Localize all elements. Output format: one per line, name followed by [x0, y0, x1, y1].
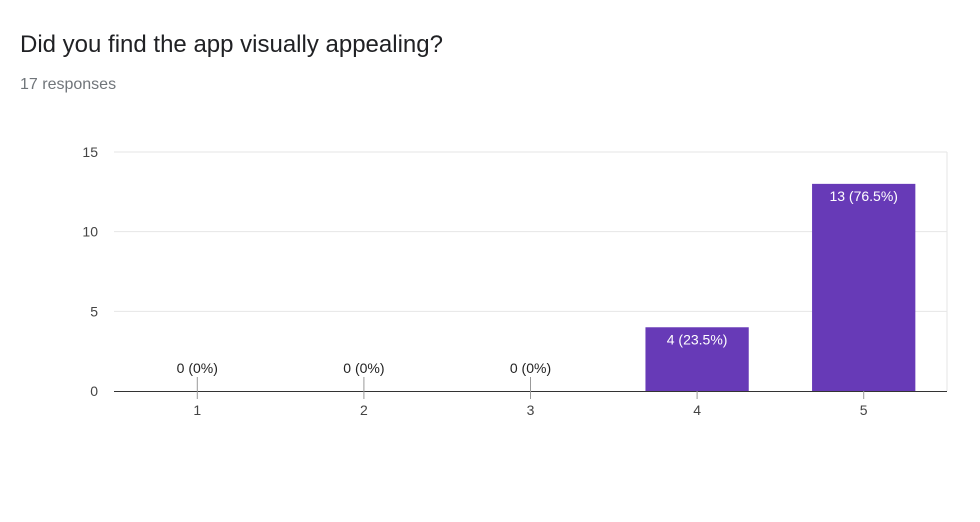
gridlines [114, 151, 948, 391]
bars [196, 183, 916, 391]
x-tick-label: 2 [360, 402, 368, 418]
x-tick-label: 1 [193, 402, 201, 418]
data-labels: 0 (0%) 0 (0%) 0 (0%) 4 (23.5%) 13 (76.5%) [177, 188, 898, 376]
bar-5 [812, 183, 916, 391]
data-label: 4 (23.5%) [667, 331, 728, 347]
y-tick-label: 10 [82, 224, 98, 240]
question-title: Did you find the app visually appealing? [20, 31, 443, 58]
data-label: 0 (0%) [177, 360, 218, 376]
response-count: 17 responses [20, 76, 117, 93]
data-label: 13 (76.5%) [829, 188, 897, 204]
x-axis-ticks: 1 2 3 4 5 [193, 391, 868, 418]
data-label: 0 (0%) [510, 360, 551, 376]
x-tick-label: 4 [693, 402, 701, 418]
x-tick-label: 5 [860, 402, 868, 418]
y-tick-label: 0 [90, 383, 98, 399]
y-tick-label: 5 [90, 303, 98, 319]
x-tick-label: 3 [527, 402, 535, 418]
y-tick-label: 15 [82, 144, 98, 160]
data-label: 0 (0%) [343, 360, 384, 376]
y-axis-ticks: 0 5 10 15 [82, 144, 98, 399]
bar-4 [645, 327, 749, 391]
